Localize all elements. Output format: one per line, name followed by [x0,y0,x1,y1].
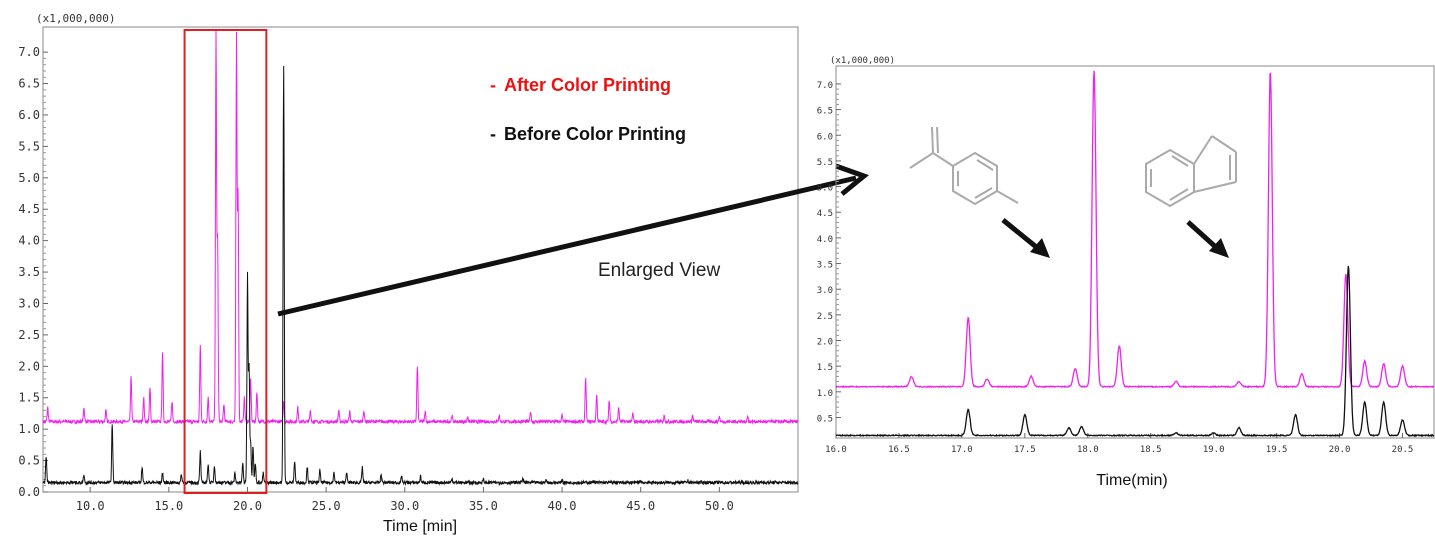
x-tick-label: 16.0 [825,445,847,455]
x-tick-label: 17.5 [1014,445,1036,455]
series-lines [835,70,1435,438]
y-tick-label: 6.5 [18,77,40,91]
x-tick-label: 10.0 [76,499,105,513]
x-tick-label: 35.0 [469,499,498,513]
y-tick-label: 6.0 [18,108,40,122]
y-axis: 0.5 1.0 1.5 2.0 2.5 3.0 3.5 4.0 4.5 5.0 5.5 6.0 6.5 7… [817,81,841,424]
y-multiplier: (x1,000,000) [36,12,115,25]
y-tick-label: 1.0 [18,422,40,436]
series-lines [42,28,799,487]
y-tick-label: 1.5 [817,363,833,373]
x-axis: 10.0 15.0 20.0 25.0 30.0 35.0 40.0 45.0 50.0 [76,487,734,513]
x-tick-label: 17.0 [951,445,973,455]
y-tick-label: 7.0 [817,81,833,91]
y-tick-label: 0.5 [817,414,833,424]
x-tick-label: 25.0 [312,499,341,513]
zoom-arrow-line [277,175,857,317]
y-tick-label: 0.0 [18,485,40,499]
peak-pointer-arrow-2-icon [1186,220,1229,258]
y-tick-label: 1.5 [18,391,40,405]
y-tick-label: 5.5 [18,139,40,153]
x-tick-label: 30.0 [390,499,419,513]
y-tick-label: 2.0 [817,338,833,348]
y-tick-label: 5.0 [817,184,833,194]
enlarged-plot: (x1,000,000) 0.5 1.0 1.5 2.0 2.5 3.0 3.5 4.0 4.5… [817,56,1435,489]
y-tick-label: 3.0 [18,296,40,310]
series-line-after [835,70,1435,389]
y-tick-label: 0.5 [18,454,40,468]
x-tick-label: 18.5 [1140,445,1162,455]
x-axis-title: Time(min) [1096,472,1167,489]
y-tick-label: 6.0 [817,132,833,142]
series-line-after [42,28,799,426]
alkenyl-toluene-structure-icon [909,126,1019,206]
x-axis: 16.0 16.5 17.0 17.5 18.0 18.5 19.0 19.5 20.0 20.5 [825,433,1413,455]
y-tick-label: 4.0 [817,235,833,245]
x-tick-label: 16.5 [888,445,910,455]
full-chromatogram-plot: (x1,000,000) 0.0 0.5 1.0 1.5 2.0 2.5 3.0 3.5 4.0… [18,12,799,535]
x-tick-label: 20.5 [1392,445,1414,455]
y-tick-label: 7.0 [18,45,40,59]
enlarged-view-label: Enlarged View [598,260,720,281]
peak-pointer-arrow-1-icon [1001,218,1050,258]
y-tick-label: 4.0 [18,234,40,248]
y-multiplier: (x1,000,000) [830,56,895,66]
y-tick-label: 3.5 [18,265,40,279]
x-tick-label: 15.0 [154,499,183,513]
y-tick-label: 4.5 [817,209,833,219]
y-tick-label: 2.5 [817,312,833,322]
y-tick-label: 5.0 [18,171,40,185]
plot-frame [835,65,1435,439]
y-tick-label: 3.0 [817,286,833,296]
x-tick-label: 50.0 [705,499,734,513]
y-tick-label: 4.5 [18,202,40,216]
y-tick-label: 6.5 [817,107,833,117]
zoom-arrow [277,163,870,317]
x-tick-label: 19.5 [1266,445,1288,455]
indene-structure-icon [1145,135,1237,208]
x-axis-title: Time [min] [383,518,457,535]
y-tick-label: 2.0 [18,359,40,373]
x-tick-label: 20.0 [1329,445,1351,455]
y-tick-label: 5.5 [817,158,833,168]
legend-after: - After Color Printing [490,75,671,95]
x-tick-label: 19.0 [1203,445,1225,455]
legend-before: - Before Color Printing [490,124,686,144]
y-tick-label: 3.5 [817,261,833,271]
series-line-before [836,266,1435,438]
y-axis: 0.0 0.5 1.0 1.5 2.0 2.5 3.0 3.5 4.0 4.5 5.0 5.5 6.0 6… [18,45,48,499]
x-tick-label: 45.0 [626,499,655,513]
series-line-before [42,65,799,487]
y-tick-label: 1.0 [817,389,833,399]
x-tick-label: 20.0 [233,499,262,513]
x-tick-label: 40.0 [548,499,577,513]
y-tick-label: 2.5 [18,328,40,342]
x-tick-label: 18.0 [1077,445,1099,455]
zoom-arrow-head-icon [835,163,870,196]
highlight-box [183,29,268,494]
